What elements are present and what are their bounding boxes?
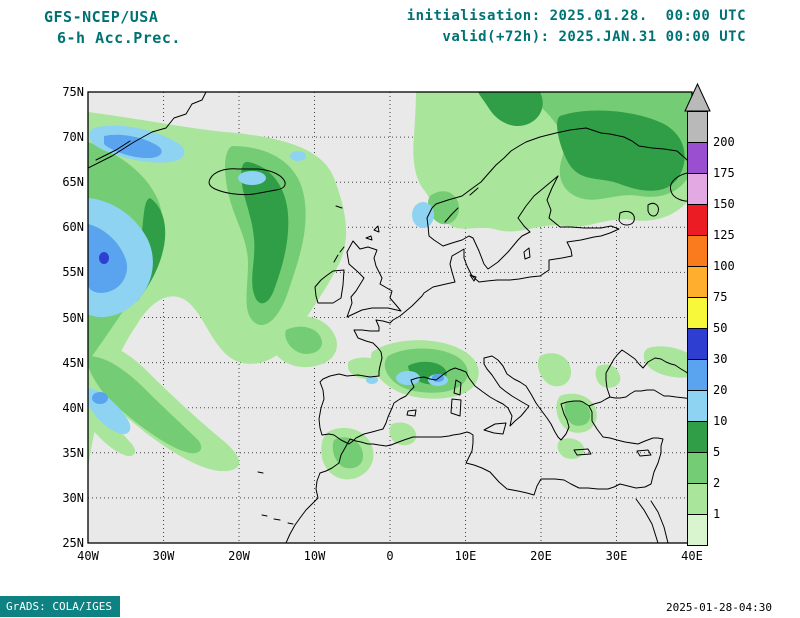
coastline-greenland	[88, 92, 207, 169]
coastline-white-sea	[669, 171, 692, 202]
coastlines	[88, 92, 692, 543]
precip-heavy-russia	[557, 110, 685, 191]
initialisation-time: initialisation: 2025.01.28. 00:00 UTC	[406, 8, 746, 24]
coastline-ireland	[314, 269, 345, 304]
precip-blue-alps-1	[396, 371, 420, 385]
precip-blue2-southwest	[92, 392, 108, 404]
precip-blue2-greenland	[104, 134, 162, 158]
coastline-lakes	[618, 202, 659, 226]
model-title: GFS-NCEP/USA	[44, 8, 159, 26]
creation-timestamp: 2025-01-28-04:30	[666, 601, 772, 614]
coastline-norway-arctic	[426, 127, 692, 247]
precip-region-balkans-2	[595, 364, 621, 388]
coastline-iceland	[208, 168, 286, 196]
coastline-red-sea	[635, 498, 669, 543]
precip-region-spain	[348, 357, 384, 379]
precip-heavy-norwegian-sea	[478, 92, 543, 127]
precip-blue3-atlantic	[99, 252, 109, 264]
precip-blue-norway	[412, 202, 434, 228]
precip-region-algeria	[389, 422, 417, 446]
valid-time: valid(+72h): 2025.JAN.31 00:00 UTC	[442, 29, 746, 45]
precip-shading	[88, 92, 692, 480]
precip-blue-iceland-2	[290, 151, 306, 161]
precip-region-aegean	[557, 438, 585, 459]
coastline-baltic-finland	[399, 175, 620, 317]
coastline-black-sea	[605, 349, 692, 400]
coastline-great-britain	[346, 240, 402, 318]
coastline-sweden	[442, 175, 559, 270]
precip-core-southwest	[88, 356, 202, 454]
precip-heavy-iceland-band	[241, 161, 289, 304]
precip-blue-iceland-1	[238, 171, 266, 185]
precip-core-greece	[564, 400, 591, 426]
precip-core-biscay	[285, 326, 323, 354]
precip-region-balkans-1	[537, 353, 572, 387]
precip-core-morocco	[332, 437, 364, 469]
coastline-turkey-levant-africa	[285, 405, 664, 543]
grads-credit: GrADS: COLA/IGES	[0, 596, 120, 617]
field-title: 6-h Acc.Prec.	[57, 29, 181, 47]
coastline-islands	[257, 205, 652, 525]
precip-region-turkey	[643, 346, 692, 378]
coastline-fjord-details	[333, 187, 479, 263]
coastline-west-europe-mediterranean	[318, 315, 611, 445]
precip-blue-spain	[366, 376, 378, 384]
